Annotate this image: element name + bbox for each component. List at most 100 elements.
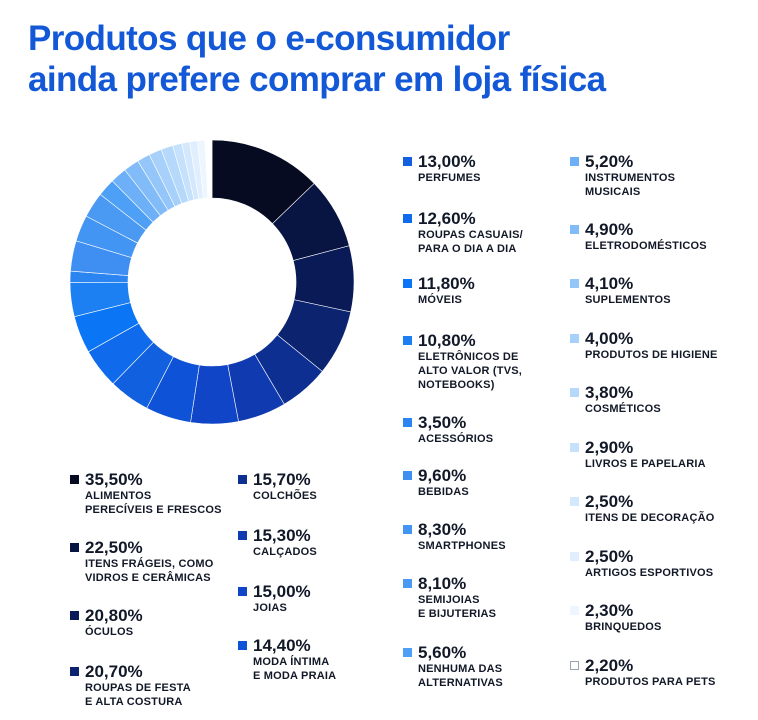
legend-value-text: 4,10% (585, 274, 634, 293)
legend-value: 20,70% (70, 662, 255, 681)
legend-value-text: 5,20% (585, 152, 634, 171)
legend-label: ITENS DE DECORAÇÃO (585, 512, 715, 524)
legend-item: 2,20% PRODUTOS PARA PETS (570, 656, 755, 689)
legend-swatch (238, 587, 247, 596)
legend-value-text: 15,70% (253, 470, 311, 489)
title-line-1: Produtos que o e-consumidor (28, 19, 510, 58)
legend-item: 10,80% ELETRÔNICOS DE ALTO VALOR (TVS, NO… (403, 331, 588, 392)
legend-label: COSMÉTICOS (585, 403, 661, 415)
legend-item: 2,30% BRINQUEDOS (570, 601, 755, 634)
legend-item: 8,30% SMARTPHONES (403, 520, 588, 553)
legend-value-text: 3,80% (585, 383, 634, 402)
legend-label: SEMIJOIAS E BIJUTERIAS (418, 594, 497, 620)
legend-swatch (403, 525, 412, 534)
donut-slice-26 (204, 139, 213, 199)
legend-swatch (570, 157, 579, 166)
legend-item: 22,50% ITENS FRÁGEIS, COMO VIDROS E CERÂM… (70, 538, 255, 585)
legend-label: NENHUMA DAS ALTERNATIVAS (418, 663, 503, 689)
legend-value-text: 2,50% (585, 492, 634, 511)
legend-label: COLCHÕES (253, 490, 317, 502)
chart-title: Produtos que o e-consumidor ainda prefer… (28, 18, 606, 100)
legend-item: 8,10% SEMIJOIAS E BIJUTERIAS (403, 574, 588, 621)
legend-label: ALIMENTOS PERECÍVEIS E FRESCOS (85, 490, 222, 516)
legend-value: 8,30% (403, 520, 588, 539)
legend-value-text: 15,30% (253, 526, 311, 545)
legend-item: 12,60% ROUPAS CASUAIS/ PARA O DIA A DIA (403, 209, 588, 256)
legend-swatch (570, 661, 579, 670)
legend-value-text: 20,70% (85, 662, 143, 681)
legend-label: ÓCULOS (85, 626, 134, 638)
legend-swatch (403, 336, 412, 345)
legend-value-text: 8,30% (418, 520, 467, 539)
legend-label: MÓVEIS (418, 294, 462, 306)
legend-label: CALÇADOS (253, 546, 317, 558)
legend-swatch (570, 388, 579, 397)
legend-label: INSTRUMENTOS MUSICAIS (585, 172, 676, 198)
legend-item: 2,50% ITENS DE DECORAÇÃO (570, 492, 755, 525)
legend-label: ELETRÔNICOS DE ALTO VALOR (TVS, NOTEBOOK… (418, 351, 523, 391)
legend-swatch (570, 334, 579, 343)
legend-value-text: 2,20% (585, 656, 634, 675)
legend-value: 15,30% (238, 526, 423, 545)
legend-item: 2,90% LIVROS E PAPELARIA (570, 438, 755, 471)
legend-label: BEBIDAS (418, 486, 469, 498)
legend-item: 20,80% ÓCULOS (70, 606, 255, 639)
legend-swatch (403, 648, 412, 657)
legend-label: ROUPAS CASUAIS/ PARA O DIA A DIA (418, 229, 523, 255)
legend-value: 12,60% (403, 209, 588, 228)
legend-value: 2,50% (570, 492, 755, 511)
legend-value: 2,90% (570, 438, 755, 457)
legend-value-text: 10,80% (418, 331, 476, 350)
legend-swatch (570, 552, 579, 561)
legend-label: LIVROS E PAPELARIA (585, 458, 706, 470)
legend-value: 14,40% (238, 636, 423, 655)
legend-item: 35,50% ALIMENTOS PERECÍVEIS E FRESCOS (70, 470, 255, 517)
legend-swatch (238, 475, 247, 484)
legend-value-text: 22,50% (85, 538, 143, 557)
legend-value: 2,50% (570, 547, 755, 566)
legend-swatch (570, 225, 579, 234)
legend-item: 5,20% INSTRUMENTOS MUSICAIS (570, 152, 755, 199)
legend-value-text: 20,80% (85, 606, 143, 625)
legend-value: 5,20% (570, 152, 755, 171)
legend-value-text: 14,40% (253, 636, 311, 655)
legend-item: 3,50% ACESSÓRIOS (403, 413, 588, 446)
legend-value: 3,50% (403, 413, 588, 432)
legend-value: 10,80% (403, 331, 588, 350)
legend-value-text: 35,50% (85, 470, 143, 489)
legend-item: 14,40% MODA ÍNTIMA E MODA PRAIA (238, 636, 423, 683)
legend-value: 4,90% (570, 220, 755, 239)
legend-value-text: 2,50% (585, 547, 634, 566)
legend-value-text: 4,00% (585, 329, 634, 348)
legend-swatch (403, 471, 412, 480)
legend-value: 11,80% (403, 274, 588, 293)
legend-value-text: 5,60% (418, 643, 467, 662)
legend-item: 20,70% ROUPAS DE FESTA E ALTA COSTURA (70, 662, 255, 709)
legend-label: ITENS FRÁGEIS, COMO VIDROS E CERÂMICAS (85, 558, 214, 584)
legend-value-text: 2,90% (585, 438, 634, 457)
legend-swatch (403, 579, 412, 588)
legend-value: 2,20% (570, 656, 755, 675)
legend-value: 15,70% (238, 470, 423, 489)
title-line-2: ainda prefere comprar em loja física (28, 60, 606, 99)
legend-swatch (570, 497, 579, 506)
legend-label: ACESSÓRIOS (418, 433, 494, 445)
legend-value: 4,00% (570, 329, 755, 348)
legend-label: SUPLEMENTOS (585, 294, 671, 306)
legend-item: 2,50% ARTIGOS ESPORTIVOS (570, 547, 755, 580)
legend-value-text: 15,00% (253, 582, 311, 601)
legend-value: 35,50% (70, 470, 255, 489)
legend-value: 4,10% (570, 274, 755, 293)
legend-label: MODA ÍNTIMA E MODA PRAIA (253, 656, 337, 682)
legend-value: 22,50% (70, 538, 255, 557)
legend-value: 8,10% (403, 574, 588, 593)
legend-swatch (70, 543, 79, 552)
donut-chart (69, 139, 355, 425)
legend-swatch (570, 443, 579, 452)
legend-item: 4,90% ELETRODOMÉSTICOS (570, 220, 755, 253)
legend-label: SMARTPHONES (418, 540, 506, 552)
legend-value-text: 11,80% (418, 274, 475, 293)
legend-value-text: 3,50% (418, 413, 467, 432)
legend-value: 2,30% (570, 601, 755, 620)
legend-label: PRODUTOS PARA PETS (585, 676, 716, 688)
